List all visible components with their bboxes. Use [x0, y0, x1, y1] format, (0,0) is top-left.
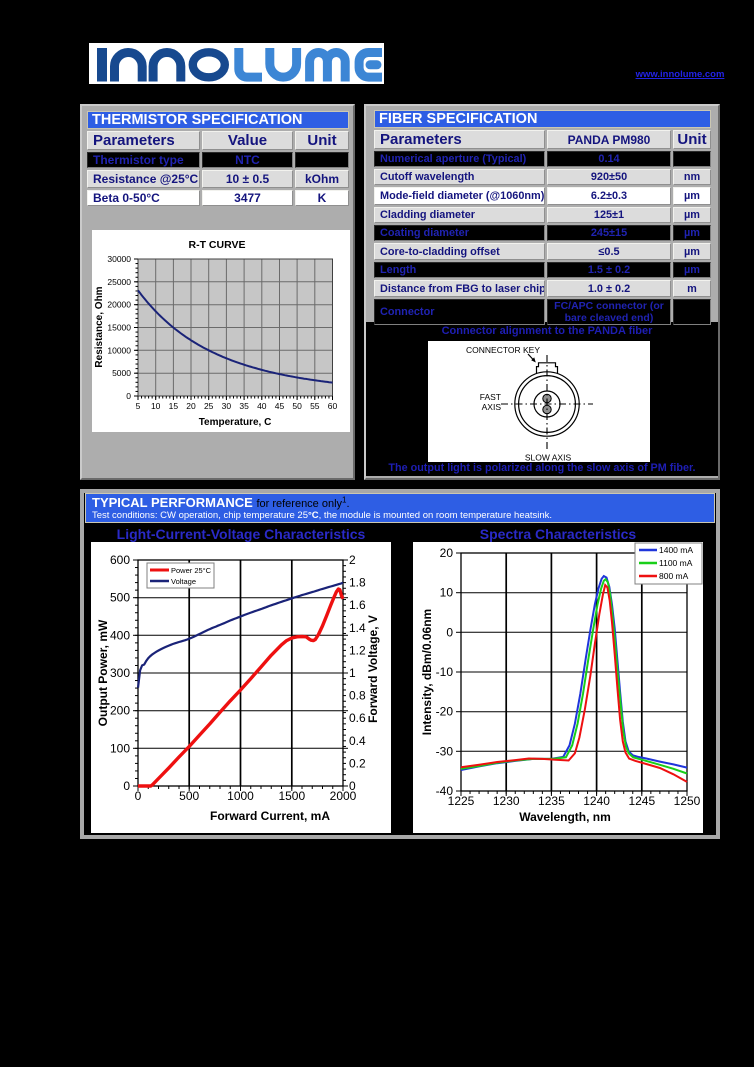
svg-text:Resistance, Ohm: Resistance, Ohm: [94, 286, 105, 367]
svg-text:25000: 25000: [107, 277, 131, 287]
svg-text:AXIS: AXIS: [482, 402, 502, 412]
svg-text:600: 600: [110, 553, 130, 567]
svg-text:1500: 1500: [278, 789, 305, 803]
svg-text:-20: -20: [436, 705, 454, 719]
svg-text:Wavelength, nm: Wavelength, nm: [519, 810, 611, 824]
svg-text:10: 10: [440, 586, 454, 600]
svg-text:500: 500: [110, 591, 130, 605]
svg-text:0: 0: [349, 779, 356, 793]
svg-text:1250: 1250: [674, 794, 701, 808]
svg-text:50: 50: [292, 401, 302, 411]
svg-text:1: 1: [349, 666, 356, 680]
svg-text:-10: -10: [436, 665, 454, 679]
svg-text:-40: -40: [436, 784, 454, 798]
svg-text:1225: 1225: [448, 794, 475, 808]
svg-text:Intensity, dBm/0.06nm: Intensity, dBm/0.06nm: [420, 609, 434, 735]
svg-text:300: 300: [110, 666, 130, 680]
svg-text:1100 mA: 1100 mA: [659, 558, 693, 568]
svg-text:0: 0: [123, 779, 130, 793]
svg-text:1235: 1235: [538, 794, 565, 808]
svg-text:2000: 2000: [330, 789, 357, 803]
svg-text:15: 15: [169, 401, 179, 411]
svg-text:20: 20: [440, 546, 454, 560]
svg-text:Forward Voltage, V: Forward Voltage, V: [366, 615, 380, 723]
svg-text:100: 100: [110, 741, 130, 755]
svg-text:60: 60: [328, 401, 338, 411]
svg-text:45: 45: [275, 401, 285, 411]
svg-text:1000: 1000: [227, 789, 254, 803]
svg-text:1230: 1230: [493, 794, 520, 808]
svg-text:Voltage: Voltage: [171, 577, 196, 586]
svg-text:0.6: 0.6: [349, 711, 366, 725]
svg-text:1.8: 1.8: [349, 576, 366, 590]
svg-text:5: 5: [136, 401, 141, 411]
svg-text:1.4: 1.4: [349, 621, 366, 635]
svg-text:Temperature, C: Temperature, C: [199, 417, 272, 428]
svg-text:1245: 1245: [628, 794, 655, 808]
svg-text:10000: 10000: [107, 345, 131, 355]
svg-text:5000: 5000: [112, 368, 131, 378]
svg-text:1.2: 1.2: [349, 643, 366, 657]
svg-text:200: 200: [110, 704, 130, 718]
svg-text:1240: 1240: [583, 794, 610, 808]
svg-text:0: 0: [126, 391, 131, 401]
svg-text:CONNECTOR KEY: CONNECTOR KEY: [466, 345, 540, 355]
svg-text:35: 35: [239, 401, 249, 411]
svg-text:40: 40: [257, 401, 267, 411]
svg-text:25: 25: [204, 401, 214, 411]
svg-text:0.2: 0.2: [349, 756, 366, 770]
svg-text:500: 500: [179, 789, 199, 803]
svg-text:0: 0: [446, 625, 453, 639]
svg-text:SLOW AXIS: SLOW AXIS: [525, 453, 572, 463]
svg-text:55: 55: [310, 401, 320, 411]
svg-text:Output Power, mW: Output Power, mW: [96, 619, 110, 726]
svg-text:FAST: FAST: [480, 392, 501, 402]
svg-text:Forward Current, mA: Forward Current, mA: [210, 809, 330, 823]
svg-text:-30: -30: [436, 744, 454, 758]
svg-text:10: 10: [151, 401, 161, 411]
svg-text:0.4: 0.4: [349, 734, 366, 748]
svg-text:30: 30: [222, 401, 232, 411]
svg-text:1.6: 1.6: [349, 598, 366, 612]
svg-text:20: 20: [186, 401, 196, 411]
svg-text:Power 25°C: Power 25°C: [171, 566, 212, 575]
svg-text:0: 0: [135, 789, 142, 803]
svg-text:20000: 20000: [107, 300, 131, 310]
svg-text:1400 mA: 1400 mA: [659, 545, 693, 555]
svg-text:30000: 30000: [107, 254, 131, 264]
svg-text:800 mA: 800 mA: [659, 571, 689, 581]
svg-text:15000: 15000: [107, 323, 131, 333]
svg-text:R-T CURVE: R-T CURVE: [189, 239, 246, 251]
svg-text:2: 2: [349, 553, 356, 567]
svg-text:400: 400: [110, 628, 130, 642]
svg-text:0.8: 0.8: [349, 689, 366, 703]
